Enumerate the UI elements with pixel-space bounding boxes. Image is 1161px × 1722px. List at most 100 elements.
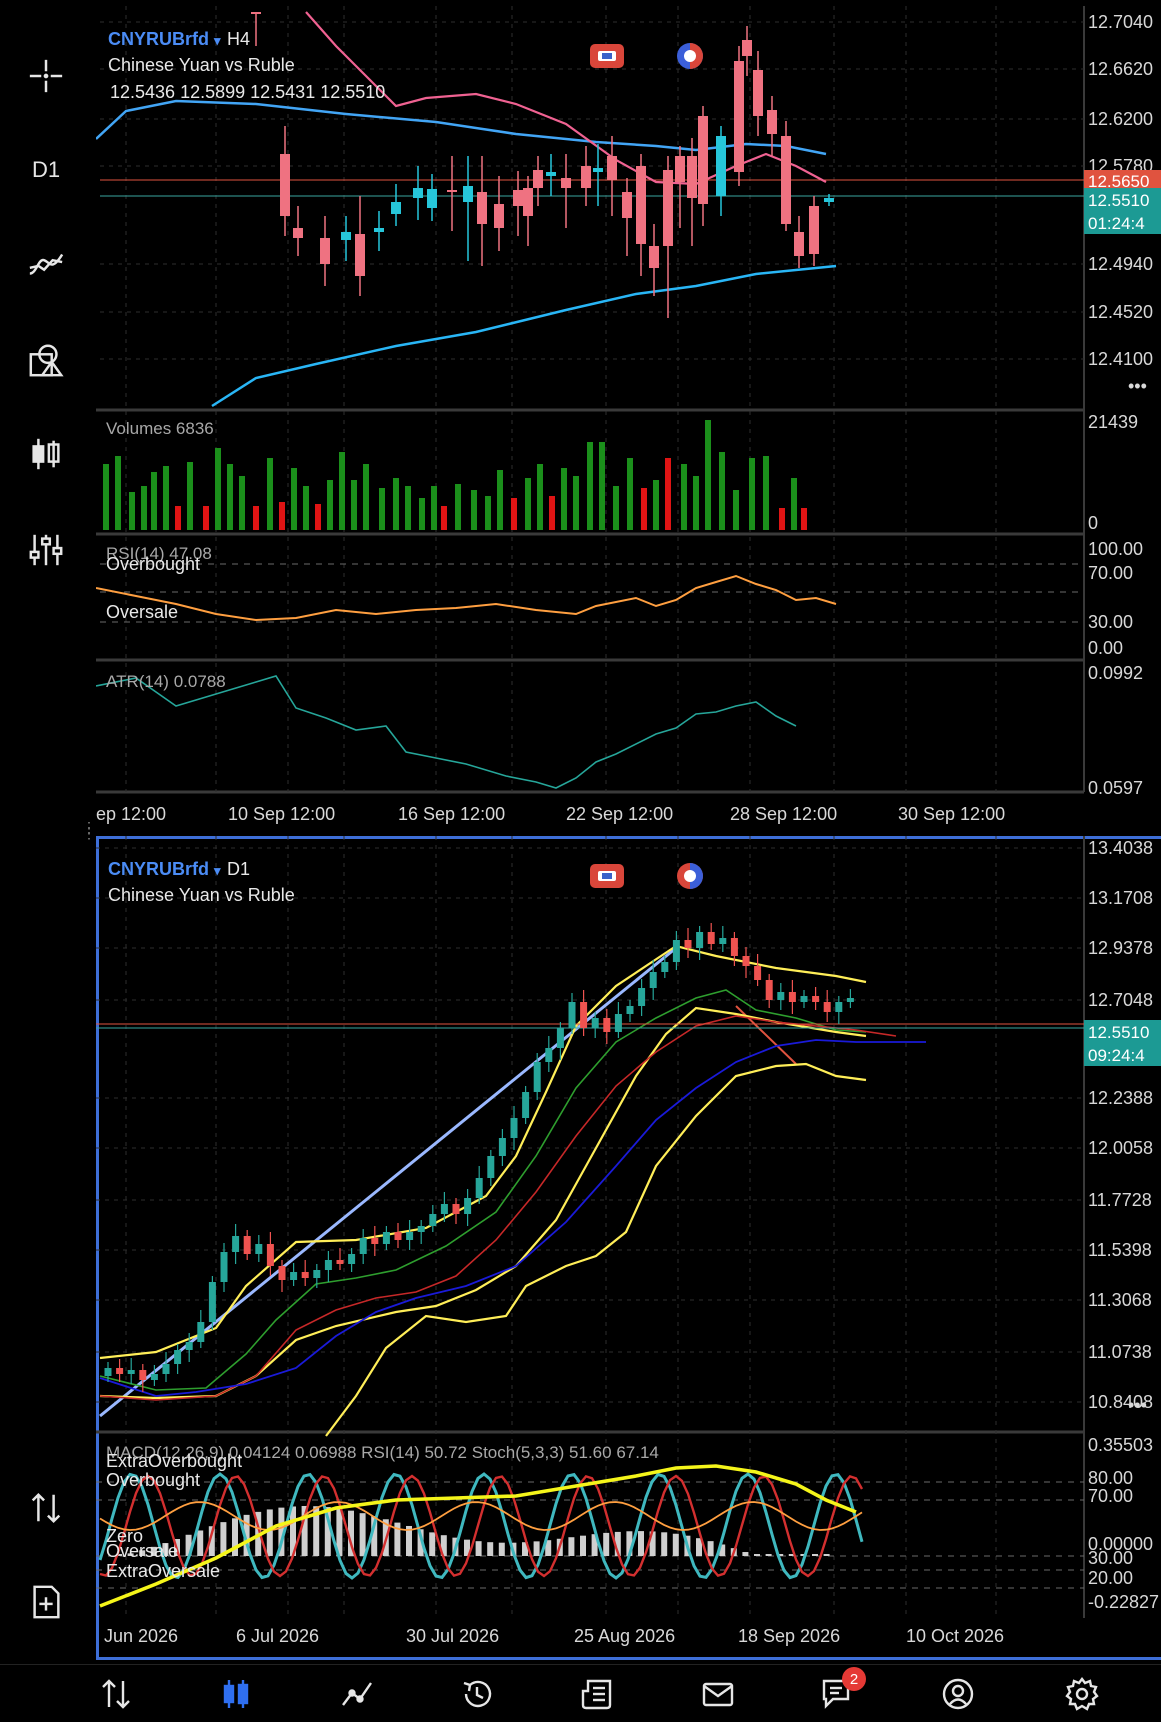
d1-candle (394, 1232, 402, 1240)
d1-level-extraoverbought: ExtraOverbought (106, 1451, 242, 1471)
d1-time-tick: 30 Jul 2026 (406, 1626, 499, 1646)
h4-volume-bar (203, 506, 209, 530)
indicators-icon[interactable] (18, 236, 74, 292)
crosshair-icon[interactable] (18, 48, 74, 104)
objects-icon[interactable] (18, 332, 74, 388)
h4-candle (320, 238, 330, 264)
d1-candle (765, 980, 773, 1000)
d1-macd-bar (533, 1541, 540, 1556)
h4-trade-button[interactable] (590, 44, 624, 68)
split-resize-handle[interactable]: ⋮ ⋮ (82, 819, 96, 841)
h4-candle (675, 156, 685, 182)
d1-candle (452, 1204, 460, 1214)
d1-macd-bar (278, 1507, 285, 1556)
chart-window-d1[interactable]: 13.4038 13.1708 12.9378 12.7048 12.2388 12.00… (96, 836, 1161, 1660)
news-icon[interactable] (567, 1671, 627, 1717)
h4-price-tick: 12.6620 (1088, 59, 1153, 79)
d1-price-tick: 11.7728 (1088, 1190, 1152, 1210)
d1-time-tick: Jun 2026 (104, 1626, 178, 1646)
h4-candle (513, 190, 523, 206)
d1-dropdown-glyph[interactable]: ▾ (213, 863, 221, 878)
h4-ma-fast (305, 11, 827, 186)
d1-description: Chinese Yuan vs Ruble (108, 885, 295, 905)
h4-candle (413, 188, 423, 198)
d1-candle (719, 938, 727, 944)
chart-window-h4[interactable]: 12.7040 12.6620 12.6200 12.5780 12.4940 12.45… (96, 6, 1161, 830)
d1-macd-bar (301, 1505, 308, 1556)
d1-macd-bar (208, 1526, 215, 1556)
d1-candle (382, 1232, 390, 1244)
d1-symbol[interactable]: CNYRUBrfd (108, 859, 209, 879)
quotes-arrows-icon[interactable] (86, 1671, 146, 1717)
h4-chart-canvas[interactable]: 12.704012.662012.620012.578012.494012.45… (96, 6, 1161, 830)
h4-volume-bar (279, 502, 285, 530)
d1-candle (475, 1178, 483, 1198)
chart-candles-icon[interactable] (206, 1671, 266, 1717)
d1-one-click-icon[interactable] (677, 863, 703, 889)
d1-candle (336, 1260, 344, 1264)
d1-macd-bar (313, 1506, 320, 1556)
d1-candle (533, 1062, 541, 1092)
gear-icon[interactable] (1052, 1671, 1112, 1717)
d1-last-tag (1084, 1020, 1161, 1066)
d1-sub-tick: 80.00 (1088, 1468, 1133, 1488)
d1-price-tick: 13.1708 (1088, 888, 1153, 908)
d1-sma-red (99, 1015, 897, 1401)
h4-volume-bar (471, 490, 477, 530)
d1-candle (174, 1350, 182, 1364)
d1-macd-bar (150, 1546, 157, 1556)
h4-dropdown-glyph[interactable]: ▾ (213, 33, 221, 48)
trade-arrows-icon[interactable] (18, 1480, 74, 1536)
h4-candle (546, 172, 556, 176)
sliders-icon[interactable] (18, 522, 74, 578)
d1-candle (672, 940, 680, 962)
d1-macd-bar (742, 1552, 749, 1556)
h4-volume-bar (525, 478, 531, 530)
h4-rsi-tick: 0.00 (1088, 638, 1123, 658)
h4-volume-bar (455, 484, 461, 530)
h4-price-tick: 12.4100 (1088, 349, 1153, 369)
d1-macd-bar (522, 1542, 528, 1556)
candlestick-icon[interactable] (18, 426, 74, 482)
d1-candle (232, 1236, 240, 1252)
d1-macd-bar (591, 1534, 598, 1556)
d1-price-tick: 10.8408 (1088, 1392, 1153, 1412)
h4-volume-bar (115, 456, 121, 530)
d1-macd-bar (394, 1522, 401, 1556)
d1-candle (846, 998, 854, 1002)
d1-sub-label: MACD(12,26,9) 0.04124 0.06988 RSI(14) 50… (106, 1443, 659, 1462)
d1-rsi-smooth (99, 1464, 857, 1608)
h4-atr-tick: 0.0992 (1088, 663, 1143, 683)
chat-icon[interactable]: 2 (808, 1667, 868, 1717)
h4-description: Chinese Yuan vs Ruble (108, 55, 295, 75)
d1-macd-bar (661, 1532, 668, 1556)
d1-candle (730, 938, 738, 956)
mail-icon[interactable] (688, 1671, 748, 1717)
d1-macd-bar (406, 1525, 412, 1556)
d1-trade-button[interactable] (590, 864, 624, 888)
h4-rsi-line (96, 574, 837, 622)
d1-level-overbought: Overbought (106, 1470, 200, 1490)
h4-volume-bar (419, 498, 425, 530)
d1-candle (777, 992, 785, 1000)
h4-time-tick: 16 Sep 12:00 (398, 804, 505, 824)
h4-price-tick: 12.4520 (1088, 302, 1153, 322)
h4-one-click-icon[interactable] (677, 43, 703, 69)
h4-rsi-tick: 70.00 (1088, 563, 1133, 583)
community-icon[interactable] (928, 1671, 988, 1717)
h4-volume-bar (627, 458, 633, 530)
history-icon[interactable] (447, 1671, 507, 1717)
d1-chart-canvas[interactable]: 13.4038 13.1708 12.9378 12.7048 12.2388 12.00… (96, 836, 1161, 1654)
h4-price-tick: 12.6200 (1088, 109, 1153, 129)
timeframe-label: D1 (31, 157, 61, 182)
h4-volume-bar (665, 458, 671, 530)
d1-macd-bar (638, 1531, 644, 1556)
h4-volume-bar (141, 486, 147, 530)
d1-candle (626, 1006, 634, 1014)
h4-time-tick: 10 Sep 12:00 (228, 804, 335, 824)
h4-atr-tick: 0.0597 (1088, 778, 1143, 798)
trade-line-icon[interactable] (327, 1671, 387, 1717)
timeframe-button[interactable]: D1 (18, 142, 74, 198)
h4-symbol[interactable]: CNYRUBrfd (108, 29, 209, 49)
new-document-icon[interactable] (18, 1574, 74, 1630)
